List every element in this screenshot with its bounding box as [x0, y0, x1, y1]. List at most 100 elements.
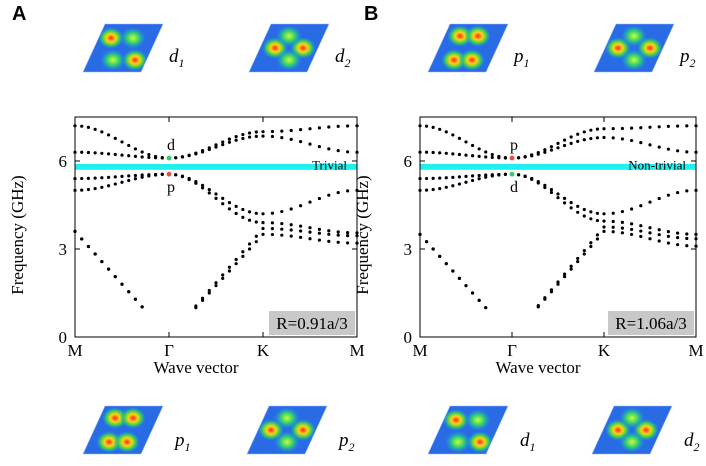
band-point: [280, 227, 284, 231]
band-point: [611, 225, 615, 229]
band-point: [451, 269, 455, 273]
gamma-lower-label: d: [510, 179, 518, 196]
band-band3: [73, 172, 359, 235]
bottom-mode-label-1: d1: [520, 430, 536, 454]
top-mode-map-1-lobe: [98, 27, 124, 49]
band-point: [549, 145, 554, 149]
bottom-mode-map-1-outline: [427, 405, 509, 455]
band-band2: [73, 226, 359, 309]
band-point: [241, 215, 245, 219]
band-point: [227, 140, 232, 144]
bandgap-bar: [420, 163, 696, 170]
band-point: [254, 240, 258, 244]
band-point: [418, 177, 422, 181]
band-point: [562, 196, 567, 201]
band-point: [457, 175, 462, 179]
top-mode-map-1-lobe: [100, 49, 126, 71]
top-mode-label-2: p2: [678, 46, 696, 70]
radius-label: R=1.06a/3: [615, 314, 686, 333]
band-point: [630, 126, 634, 130]
x-tick-label: Γ: [507, 341, 517, 360]
band-point: [694, 244, 698, 248]
gamma-upper-label: p: [510, 137, 518, 154]
band-point: [355, 124, 359, 128]
band-point: [247, 210, 252, 214]
top-mode-map-2-outline: [248, 23, 330, 73]
band-point: [100, 130, 104, 134]
top-mode-map-1-lobe: [120, 27, 146, 49]
band-point: [676, 243, 680, 247]
bottom-mode-map-1-clip: [428, 406, 508, 454]
band-point: [73, 188, 77, 192]
bottom-mode-map-1-lobe: [102, 407, 128, 429]
band-point: [576, 204, 580, 208]
band-point: [120, 282, 124, 286]
band-point: [299, 140, 303, 144]
band-point: [355, 231, 359, 235]
band-point: [424, 150, 429, 154]
band-point: [261, 212, 265, 216]
x-tick-label: M: [67, 341, 82, 360]
top-mode-map-1-lobe: [441, 49, 467, 71]
band-point: [120, 180, 124, 184]
band-point: [207, 187, 211, 192]
band-point: [207, 191, 211, 195]
band-point: [685, 124, 689, 128]
band-point: [694, 188, 698, 192]
bottom-mode-map-1-lobe: [443, 409, 469, 431]
bottom-mode-map-1-clip: [83, 406, 163, 454]
band-point: [308, 237, 312, 241]
band-point: [477, 173, 481, 178]
band-point: [676, 231, 680, 235]
band-point: [317, 231, 321, 235]
band-point: [308, 226, 312, 230]
band-point: [418, 150, 422, 154]
band-point: [86, 150, 91, 155]
band-point: [530, 176, 534, 181]
band-point: [431, 247, 435, 251]
band-point: [694, 124, 698, 128]
x-axis-label: Wave vector: [154, 358, 239, 377]
bottom-mode-map-1-lobe: [445, 431, 471, 453]
band-point: [327, 232, 331, 236]
band-point: [317, 238, 321, 242]
band-point: [620, 126, 625, 131]
band-point: [241, 254, 245, 258]
band-point: [562, 272, 567, 276]
band-point: [100, 259, 104, 264]
band-point: [595, 233, 600, 237]
band-point: [214, 196, 218, 200]
band-point: [611, 211, 615, 215]
bottom-mode-label-1: p1: [173, 430, 191, 454]
bottom-mode-map-2-outline: [246, 405, 328, 455]
band-point: [666, 234, 671, 238]
band-point: [280, 209, 284, 214]
band-point: [160, 172, 164, 176]
band-point: [200, 148, 205, 153]
band-point: [247, 247, 252, 251]
bandgap-bar: [75, 163, 357, 170]
band-point: [327, 229, 331, 233]
top-mode-map-2: [593, 23, 675, 73]
band-point: [424, 176, 429, 181]
y-tick-label: 0: [59, 328, 68, 347]
x-tick-label: M: [349, 341, 364, 360]
band-point: [214, 284, 218, 288]
band-point: [120, 153, 124, 157]
band-point: [457, 152, 462, 157]
top-mode-map-2-lobe: [276, 25, 302, 47]
band-point: [438, 186, 442, 191]
band-point: [589, 136, 593, 141]
band-point: [630, 207, 634, 211]
band-point: [503, 172, 508, 176]
band-point: [451, 175, 455, 179]
band-point: [630, 232, 634, 237]
band-point: [254, 130, 258, 134]
band-point: [685, 232, 689, 236]
band-point: [676, 149, 680, 153]
band-point: [227, 269, 232, 273]
y-axis-label: Frequency (GHz): [8, 175, 27, 294]
band-point: [620, 220, 625, 224]
band-point: [477, 298, 481, 302]
band-point: [207, 146, 211, 150]
